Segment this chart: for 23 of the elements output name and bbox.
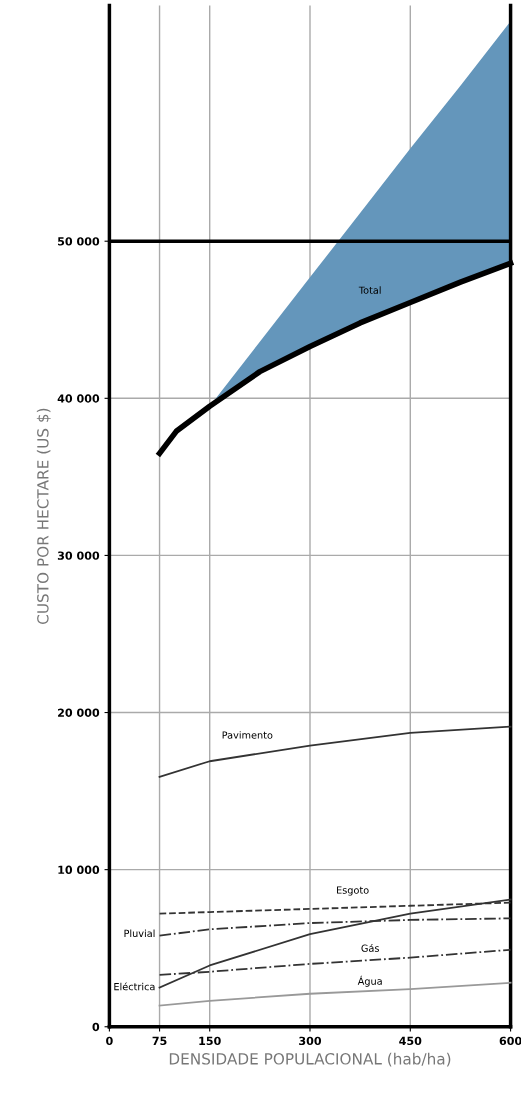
x-tick-label: 75 bbox=[152, 1036, 167, 1046]
x-tick-label: 300 bbox=[299, 1036, 322, 1046]
series-label: Esgoto bbox=[337, 886, 369, 896]
y-tick-label: 10 000 bbox=[58, 865, 100, 875]
x-tick-label: 450 bbox=[399, 1036, 422, 1046]
series-label: Eléctrica bbox=[114, 982, 155, 991]
series-label: Pluvial bbox=[124, 929, 155, 938]
y-axis-title: CUSTO POR HECTARE (US $) bbox=[36, 408, 51, 624]
y-tick-label: 0 bbox=[92, 1022, 100, 1032]
x-axis-title: DENSIDADE POPULACIONAL (hab/ha) bbox=[169, 1052, 451, 1067]
x-tick-label: 150 bbox=[199, 1036, 221, 1046]
x-tick-label: 600 bbox=[499, 1036, 521, 1046]
line-series bbox=[158, 898, 512, 989]
series-label: Gás bbox=[361, 943, 379, 952]
x-tick-label: 0 bbox=[106, 1036, 113, 1046]
y-tick-label: 30 000 bbox=[57, 551, 100, 560]
y-tick-label: 20 000 bbox=[58, 708, 100, 717]
series-label: Total bbox=[358, 286, 381, 294]
y-tick-label: 50 000 bbox=[58, 237, 100, 246]
series-label: Pavimento bbox=[222, 731, 273, 739]
y-tick-label: 40 000 bbox=[57, 394, 100, 403]
series-label: Água bbox=[357, 975, 382, 987]
line-series bbox=[158, 725, 512, 778]
